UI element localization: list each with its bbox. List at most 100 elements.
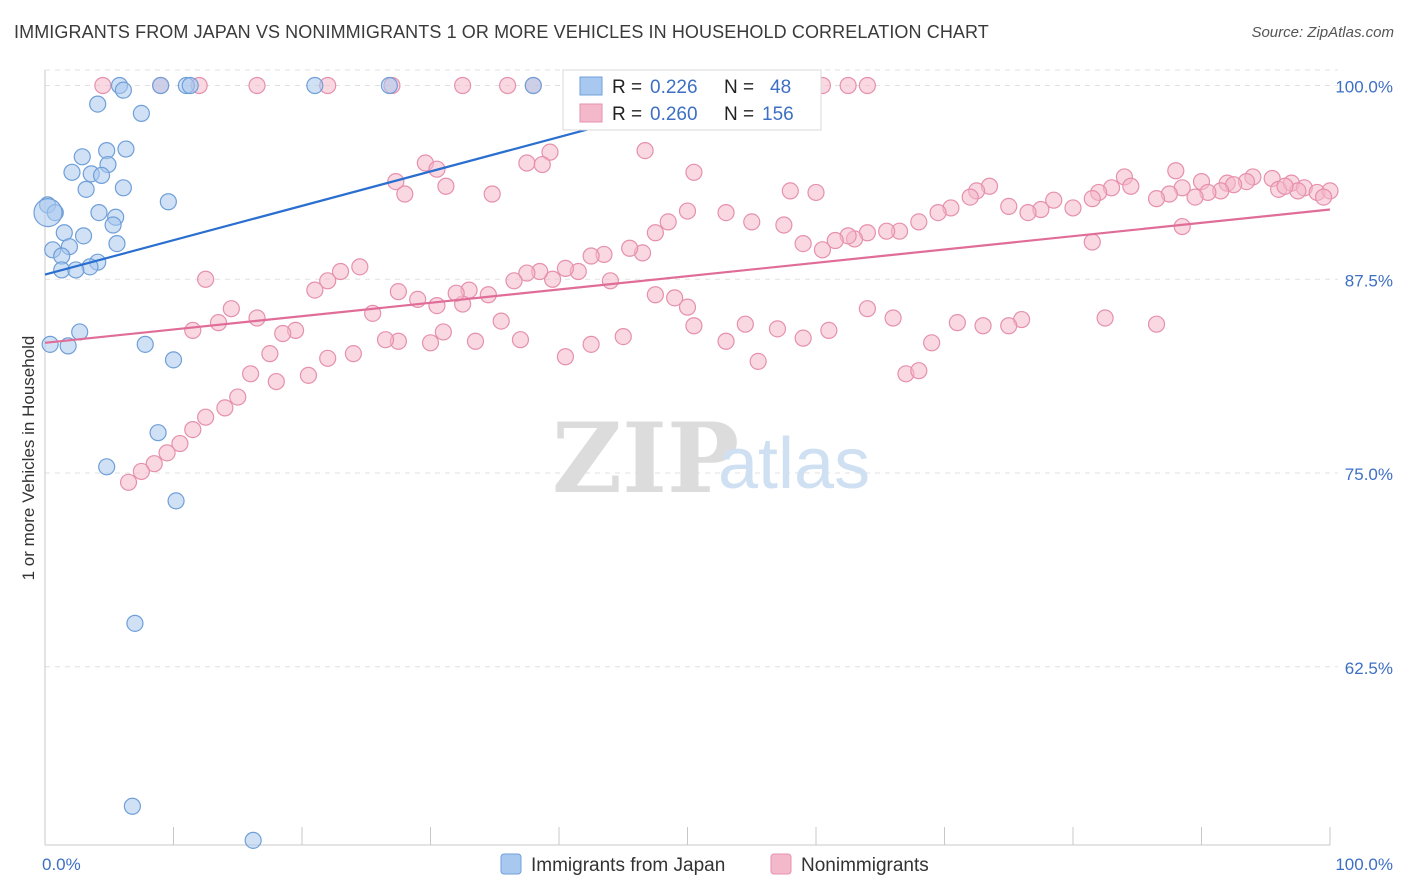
nonimmigrant-point-65 [878, 222, 896, 240]
nonimmigrant-point-146 [242, 365, 260, 383]
legend: Immigrants from Japan Nonimmigrants [500, 853, 929, 876]
nonimmigrant-point-76 [659, 213, 677, 231]
nonimmigrant-point-49 [1122, 177, 1140, 195]
nonimmigrant-point-3 [248, 76, 266, 95]
nonimmigrant-point-106 [209, 314, 228, 332]
nonimmigrant-point-149 [197, 408, 215, 426]
japan-point-24 [90, 204, 108, 222]
nonimmigrant-point-74 [717, 204, 735, 222]
nonimmigrant-point-6 [454, 76, 472, 95]
nonimmigrant-point-19 [685, 163, 703, 181]
nonimmigrant-point-18 [533, 155, 551, 174]
nonimmigrant-point-122 [794, 329, 812, 347]
legend-nonimmigrants-label: Nonimmigrants [801, 855, 929, 876]
nonimmigrant-point-17 [518, 154, 536, 172]
nonimmigrant-point-120 [858, 300, 877, 318]
watermark-zip: ZIP [552, 402, 739, 515]
nonimmigrant-point-56 [1019, 204, 1037, 222]
nonimmigrant-point-23 [396, 185, 414, 203]
nonimmigrant-point-110 [1096, 309, 1114, 327]
japan-point-42 [149, 424, 167, 442]
nonimmigrant-point-39 [1276, 177, 1294, 195]
nonimmigrant-point-126 [717, 332, 735, 350]
nonimmigrant-point-134 [556, 348, 575, 366]
nonimmigrant-point-151 [171, 434, 189, 453]
nonimmigrant-point-104 [222, 300, 240, 318]
x-tick-labels: 0.0% 100.0% [42, 855, 1393, 874]
nonimmigrant-point-102 [261, 345, 279, 363]
stats-blue-swatch [579, 76, 603, 96]
nonimmigrant-point-154 [132, 462, 150, 481]
nonimmigrant-point-105 [197, 270, 215, 288]
nonimmigrant-point-153 [145, 455, 163, 473]
nonimmigrant-point-155 [119, 473, 138, 491]
watermark: ZIP atlas [552, 402, 870, 515]
japan-point-45 [126, 614, 144, 632]
nonimmigrant-point-71 [794, 235, 812, 253]
nonimmigrant-point-98 [319, 272, 337, 290]
nonimmigrant-point-101 [274, 324, 292, 343]
y-tick-label-0: 62.5% [1345, 659, 1393, 678]
nonimmigrant-point-87 [505, 272, 523, 290]
nonimmigrant-point-136 [492, 312, 510, 330]
nonimmigrant-point-131 [614, 328, 632, 346]
nonimmigrant-point-75 [678, 202, 697, 220]
nonimmigrant-point-70 [813, 241, 832, 259]
stats-pink-r-value: 0.260 [650, 104, 698, 125]
nonimmigrant-point-142 [344, 345, 362, 363]
japan-point-40 [136, 335, 154, 353]
japan-point-44 [167, 492, 185, 510]
x-tick-label-0: 0.0% [42, 855, 81, 874]
stats-pink-n-value: 156 [762, 104, 794, 125]
stats-blue-n-label: N = [724, 77, 754, 98]
chart-title: IMMIGRANTS FROM JAPAN VS NONIMMIGRANTS 1… [14, 22, 989, 42]
nonimmigrant-point-144 [299, 366, 318, 384]
grid-lines [45, 69, 1338, 668]
nonimmigrant-point-57 [1000, 197, 1018, 215]
nonimmigrant-point-77 [646, 224, 664, 242]
source-credit: Source: ZipAtlas.com [1251, 24, 1394, 41]
nonimmigrant-point-97 [331, 262, 350, 281]
nonimmigrant-point-88 [479, 286, 497, 304]
nonimmigrant-point-73 [743, 213, 761, 231]
nonimmigrant-point-114 [1000, 317, 1018, 335]
nonimmigrant-point-94 [389, 283, 407, 301]
japan-point-7 [524, 76, 542, 95]
nonimmigrant-point-7 [499, 76, 517, 95]
nonimmigrant-point-14 [541, 143, 559, 161]
nonimmigrant-point-54 [1045, 191, 1063, 209]
stats-pink-r-label: R = [612, 104, 642, 125]
nonimmigrant-point-139 [421, 334, 440, 352]
nonimmigrant-point-52 [1083, 190, 1101, 208]
x-tick-label-1: 100.0% [1335, 855, 1393, 874]
nonimmigrant-point-119 [884, 309, 902, 327]
nonimmigrant-point-13 [858, 76, 877, 95]
stats-box: R = 0.226 N = 48 R = 0.260 N = 156 [562, 69, 822, 131]
japan-point-6 [380, 76, 398, 95]
y-axis-label: 1 or more Vehicles in Household [19, 336, 38, 581]
nonimmigrant-point-81 [582, 247, 600, 265]
nonimmigrant-point-0 [94, 76, 112, 95]
nonimmigrant-point-26 [781, 182, 799, 200]
nonimmigrant-point-47 [1147, 190, 1166, 208]
stats-pink-n-label: N = [724, 104, 754, 125]
japan-point-19 [92, 166, 111, 184]
nonimmigrant-point-147 [229, 388, 247, 406]
nonimmigrant-point-15 [636, 142, 654, 160]
nonimmigrant-point-123 [768, 320, 787, 338]
nonimmigrant-point-148 [216, 399, 234, 417]
japan-point-20 [77, 180, 95, 198]
nonimmigrant-point-12 [839, 76, 857, 95]
nonimmigrant-point-115 [948, 314, 966, 332]
japan-point-5 [306, 76, 324, 95]
nonimmigrant-point-60 [961, 188, 979, 206]
nonimmigrants-trendline [44, 208, 1331, 344]
japan-point-28 [74, 227, 93, 245]
nonimmigrant-point-133 [582, 335, 600, 353]
japan-point-43 [98, 458, 116, 476]
y-tick-label-3: 100.0% [1335, 78, 1393, 97]
nonimmigrant-point-135 [511, 331, 530, 349]
nonimmigrant-point-69 [826, 231, 844, 250]
nonimmigrant-point-129 [666, 289, 684, 307]
